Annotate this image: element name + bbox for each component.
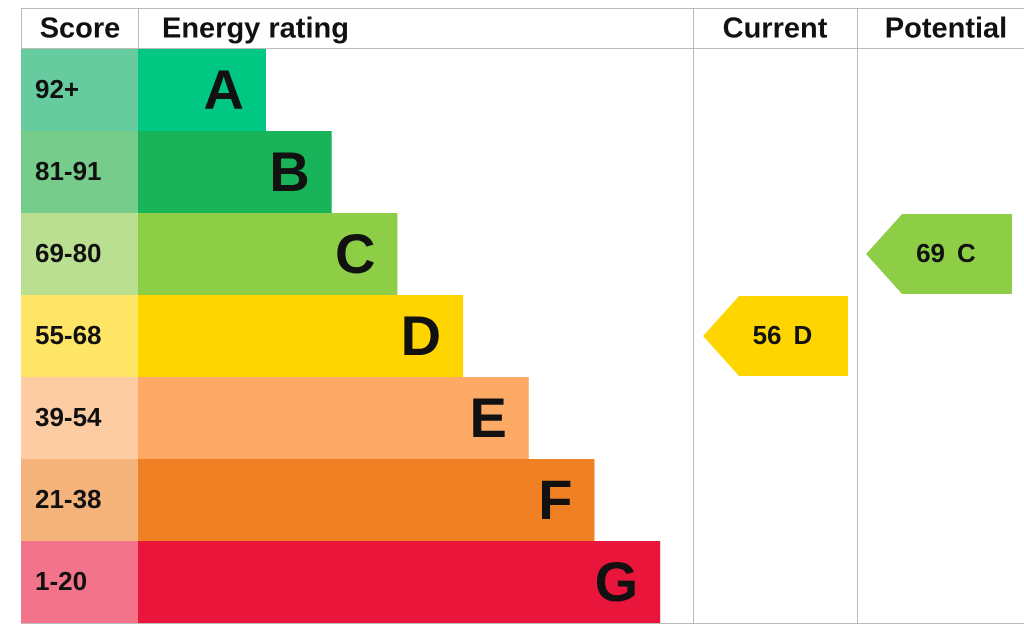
- score-cell: [21, 213, 138, 295]
- score-label: 81-91: [35, 156, 102, 186]
- header-rating: Energy rating: [162, 13, 349, 45]
- score-cell: [21, 541, 138, 623]
- potential-letter: C: [957, 238, 976, 268]
- rating-bar: [138, 213, 398, 295]
- score-cell: [21, 459, 138, 541]
- score-label: 21-38: [35, 484, 102, 514]
- potential-value: 69: [916, 238, 945, 268]
- rating-bar: [138, 295, 464, 377]
- band-letter: F: [538, 468, 572, 531]
- score-cell: [21, 131, 138, 213]
- rating-bar: [138, 131, 332, 213]
- band-letter: B: [269, 140, 309, 203]
- potential-arrow: [866, 214, 1012, 294]
- rating-bar: [138, 541, 661, 623]
- band-letter: G: [595, 550, 639, 613]
- band-letter: A: [204, 58, 244, 121]
- score-cell: [21, 377, 138, 459]
- score-label: 92+: [35, 74, 79, 104]
- header-potential: Potential: [885, 13, 1007, 45]
- score-label: 55-68: [35, 320, 102, 350]
- score-label: 69-80: [35, 238, 102, 268]
- current-value: 56: [753, 320, 782, 350]
- rating-bar: [138, 49, 266, 131]
- score-cell: [21, 49, 138, 131]
- score-label: 39-54: [35, 402, 102, 432]
- current-arrow: [703, 296, 848, 376]
- header-current: Current: [723, 13, 828, 45]
- header-score: Score: [40, 13, 121, 45]
- rating-bar: [138, 459, 595, 541]
- current-letter: D: [794, 320, 813, 350]
- score-label: 1-20: [35, 566, 87, 596]
- score-cell: [21, 295, 138, 377]
- band-letter: C: [335, 222, 375, 285]
- band-letter: E: [469, 386, 506, 449]
- rating-bar: [138, 377, 529, 459]
- band-letter: D: [401, 304, 441, 367]
